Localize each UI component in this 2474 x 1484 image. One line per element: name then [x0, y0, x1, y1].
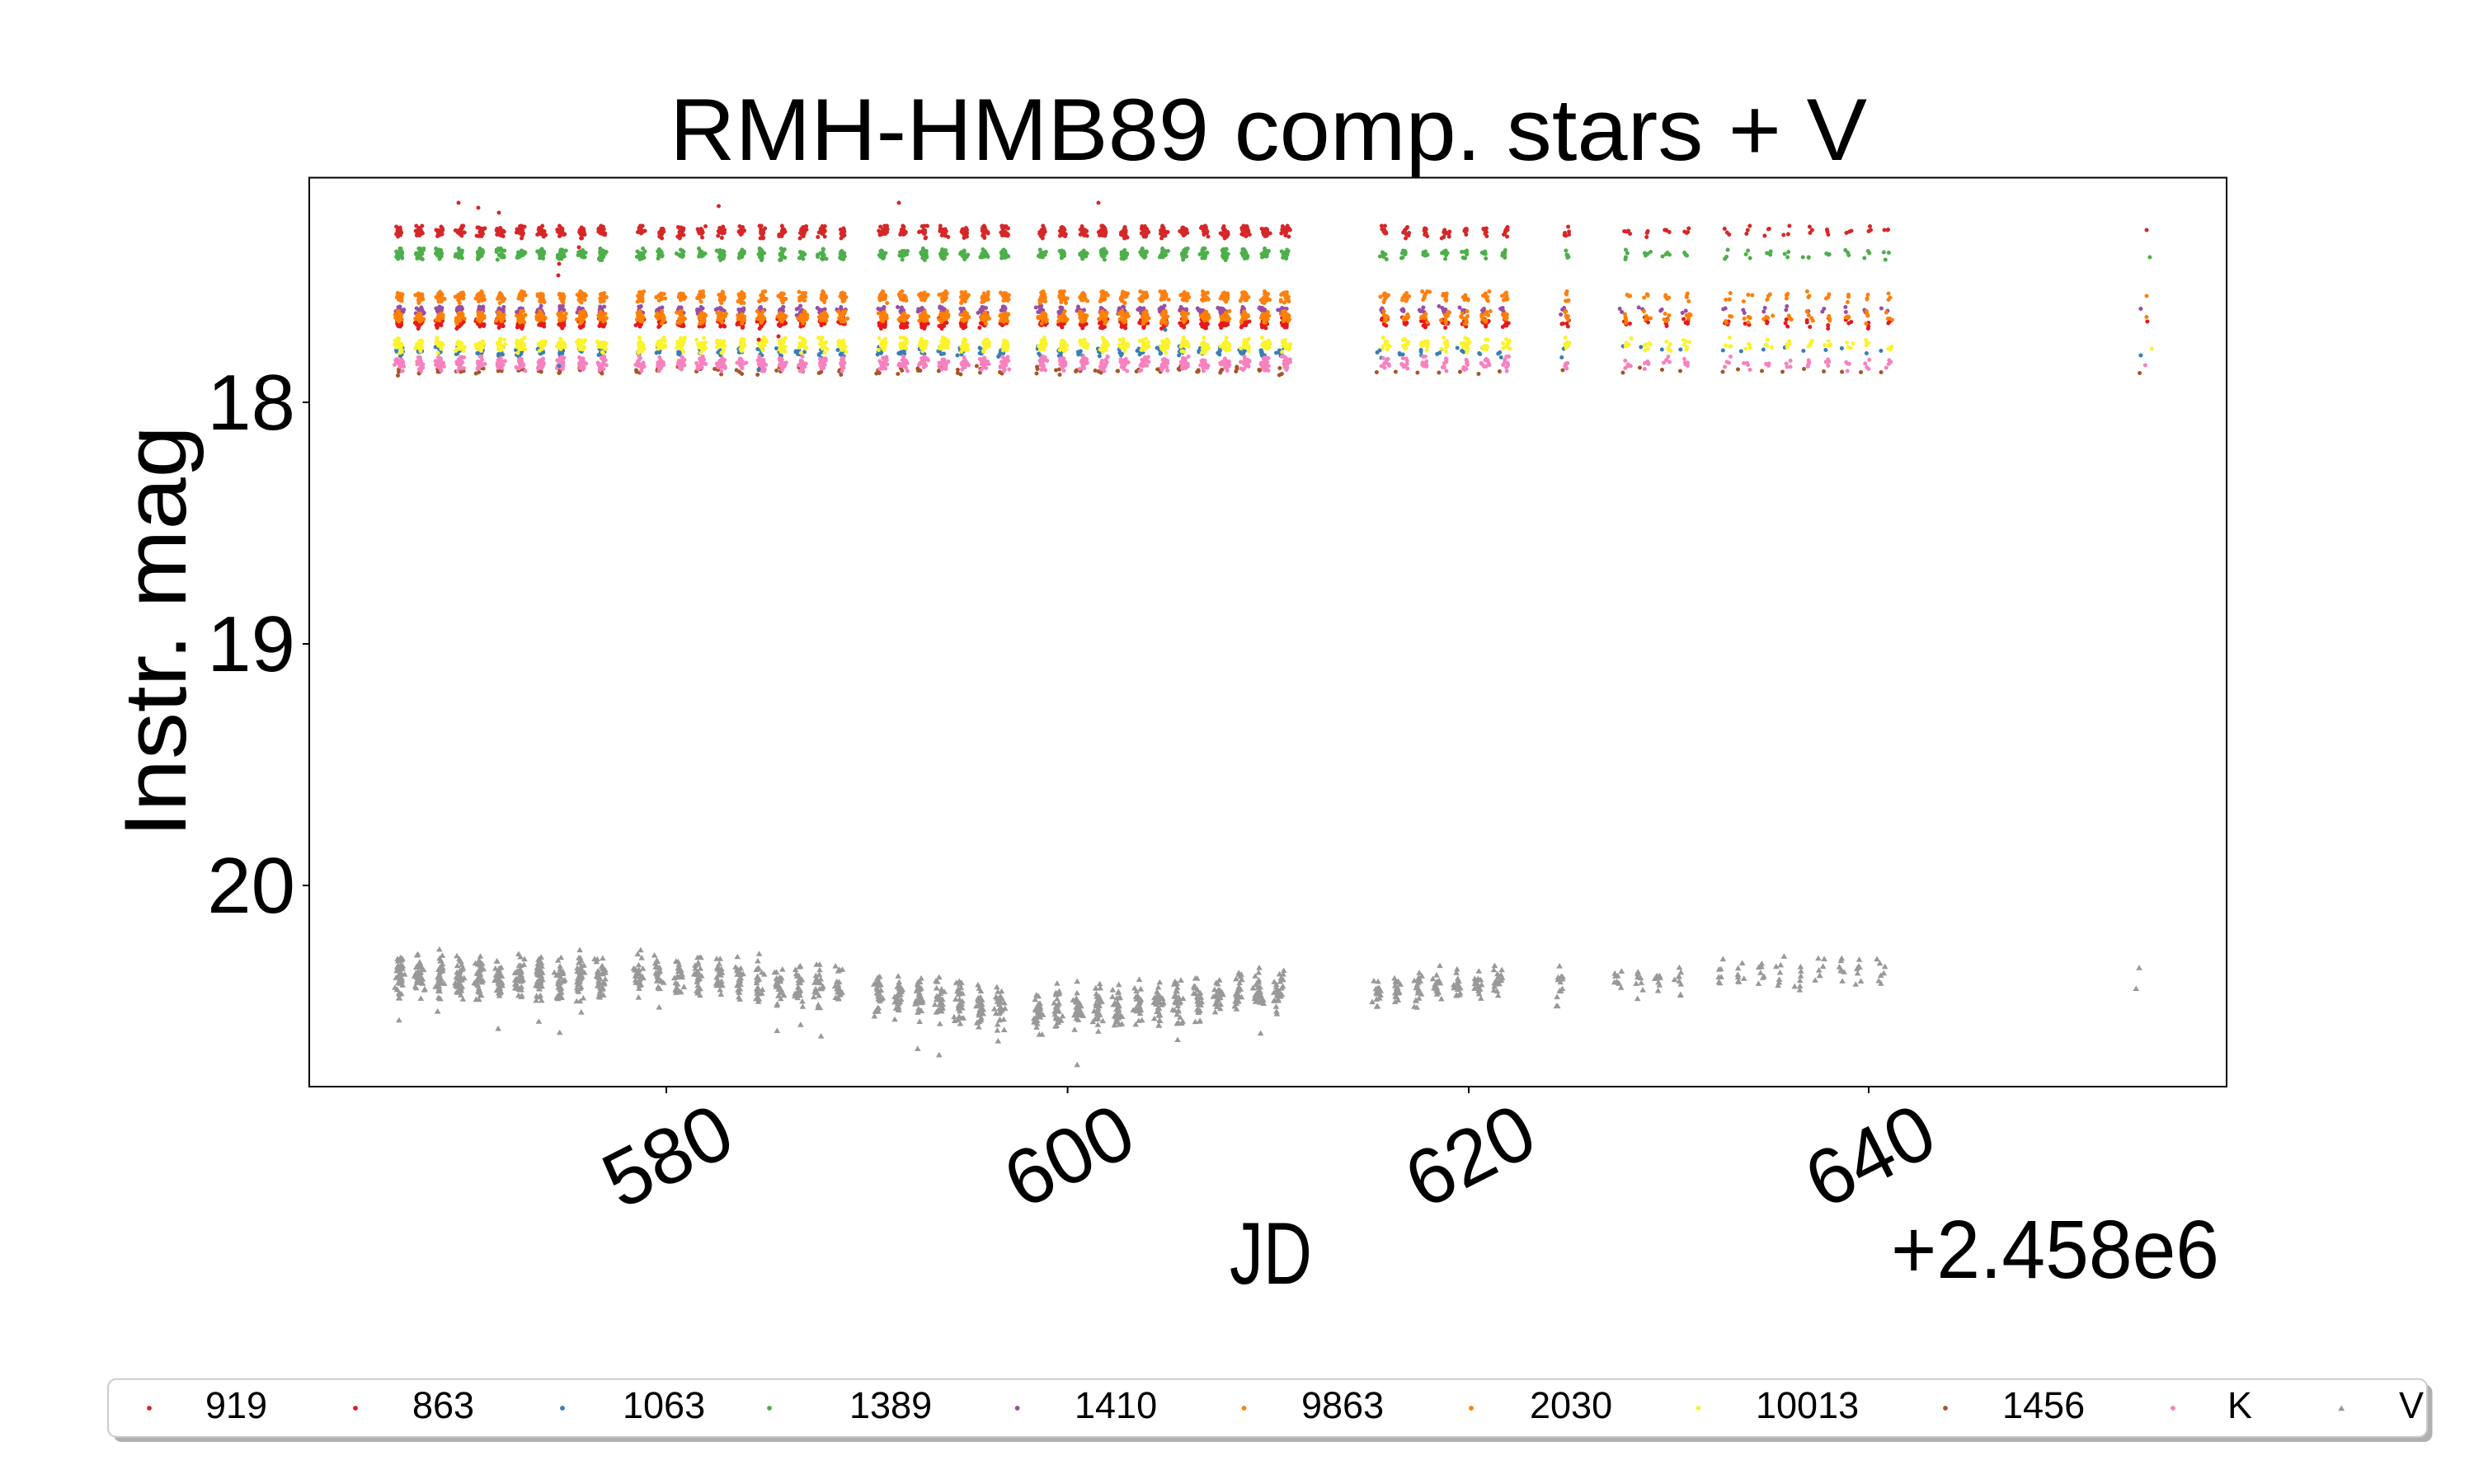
svg-text:18: 18: [207, 359, 295, 447]
svg-text:20: 20: [207, 842, 295, 930]
svg-text:V: V: [2399, 1384, 2424, 1426]
svg-text:2030: 2030: [1530, 1384, 1612, 1426]
svg-text:1410: 1410: [1075, 1384, 1157, 1426]
svg-text:K: K: [2227, 1384, 2252, 1426]
svg-text:863: 863: [412, 1384, 474, 1426]
svg-text:10013: 10013: [1756, 1384, 1859, 1426]
svg-text:1456: 1456: [2002, 1384, 2085, 1426]
svg-text:JD: JD: [1230, 1204, 1312, 1303]
svg-text:919: 919: [205, 1384, 267, 1426]
svg-text:9863: 9863: [1301, 1384, 1384, 1426]
svg-text:1063: 1063: [623, 1384, 705, 1426]
svg-text:+2.458e6: +2.458e6: [1891, 1204, 2219, 1296]
svg-text:RMH-HMB89 comp. stars + V: RMH-HMB89 comp. stars + V: [670, 80, 1867, 179]
svg-text:1389: 1389: [849, 1384, 932, 1426]
svg-text:19: 19: [207, 600, 295, 688]
svg-text:Instr. mag: Instr. mag: [106, 425, 205, 838]
